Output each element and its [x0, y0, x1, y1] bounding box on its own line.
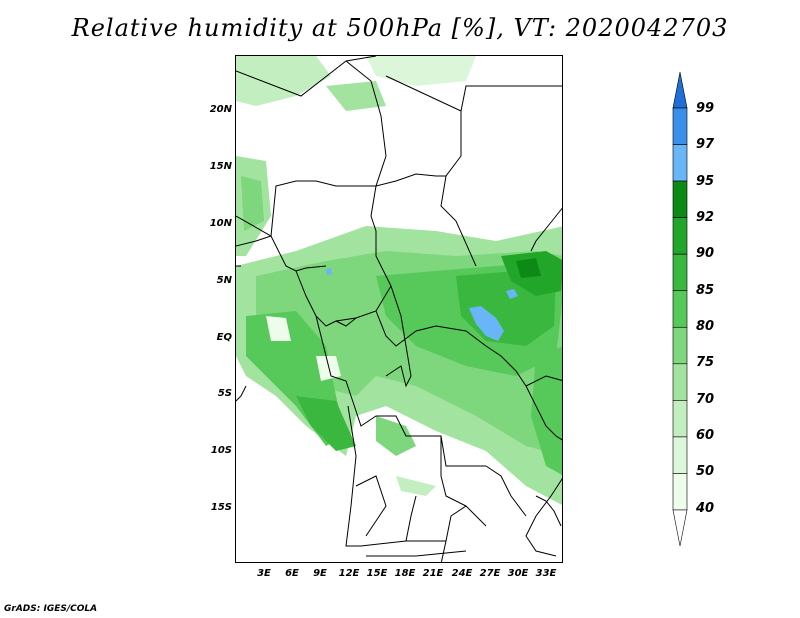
colorbar-label-99: 99 [696, 101, 715, 116]
colorbar-segment [672, 473, 688, 511]
lon-label-18e: 18E [394, 568, 416, 579]
colorbar-label-60: 60 [696, 428, 715, 443]
lon-label-27e: 27E [479, 568, 501, 579]
lon-label-12e: 12E [338, 568, 360, 579]
map-panel [235, 55, 563, 563]
lon-label-24e: 24E [451, 568, 473, 579]
grads-credit: GrADS: IGES/COLA [4, 604, 98, 614]
lat-label-10s: 10S [210, 445, 232, 456]
colorbar-label-85: 85 [696, 283, 715, 298]
colorbar-segment [672, 436, 688, 474]
colorbar-segment [672, 509, 688, 547]
colorbar-segment [672, 71, 688, 109]
lon-label-3e: 3E [257, 568, 271, 579]
lon-label-9e: 9E [313, 568, 327, 579]
lon-label-15e: 15E [366, 568, 388, 579]
colorbar [672, 71, 688, 547]
lat-label-5s: 5S [217, 388, 232, 399]
lon-label-6e: 6E [285, 568, 299, 579]
lon-label-33e: 33E [535, 568, 557, 579]
colorbar-segment [672, 326, 688, 365]
lat-label-10n: 10N [209, 218, 232, 229]
colorbar-segment [672, 253, 688, 292]
lon-label-30e: 30E [507, 568, 529, 579]
colorbar-segment [672, 400, 688, 438]
lat-label-20n: 20N [209, 104, 232, 115]
lat-label-5n: 5N [216, 275, 232, 286]
colorbar-segment [672, 107, 688, 145]
humidity-field-map [236, 56, 562, 562]
colorbar-label-90: 90 [696, 246, 715, 261]
map-title: Relative humidity at 500hPa [%], VT: 202… [71, 14, 729, 42]
lat-label-15n: 15N [209, 161, 232, 172]
colorbar-label-40: 40 [696, 501, 715, 516]
colorbar-label-50: 50 [696, 464, 715, 479]
country-borders [236, 56, 562, 562]
colorbar-label-70: 70 [696, 392, 715, 407]
lat-label-15s: 15S [210, 502, 232, 513]
lon-label-21e: 21E [422, 568, 444, 579]
colorbar-label-75: 75 [696, 355, 715, 370]
colorbar-segment [672, 290, 688, 328]
colorbar-label-92: 92 [696, 210, 715, 225]
colorbar-label-95: 95 [696, 174, 715, 189]
colorbar-segment [672, 217, 688, 255]
colorbar-label-80: 80 [696, 319, 715, 334]
lat-label-eq: EQ [216, 332, 232, 343]
colorbar-label-97: 97 [696, 137, 715, 152]
colorbar-segment [672, 144, 688, 182]
humidity-shading [236, 56, 562, 505]
colorbar-segment [672, 363, 688, 401]
colorbar-segment [672, 180, 688, 218]
